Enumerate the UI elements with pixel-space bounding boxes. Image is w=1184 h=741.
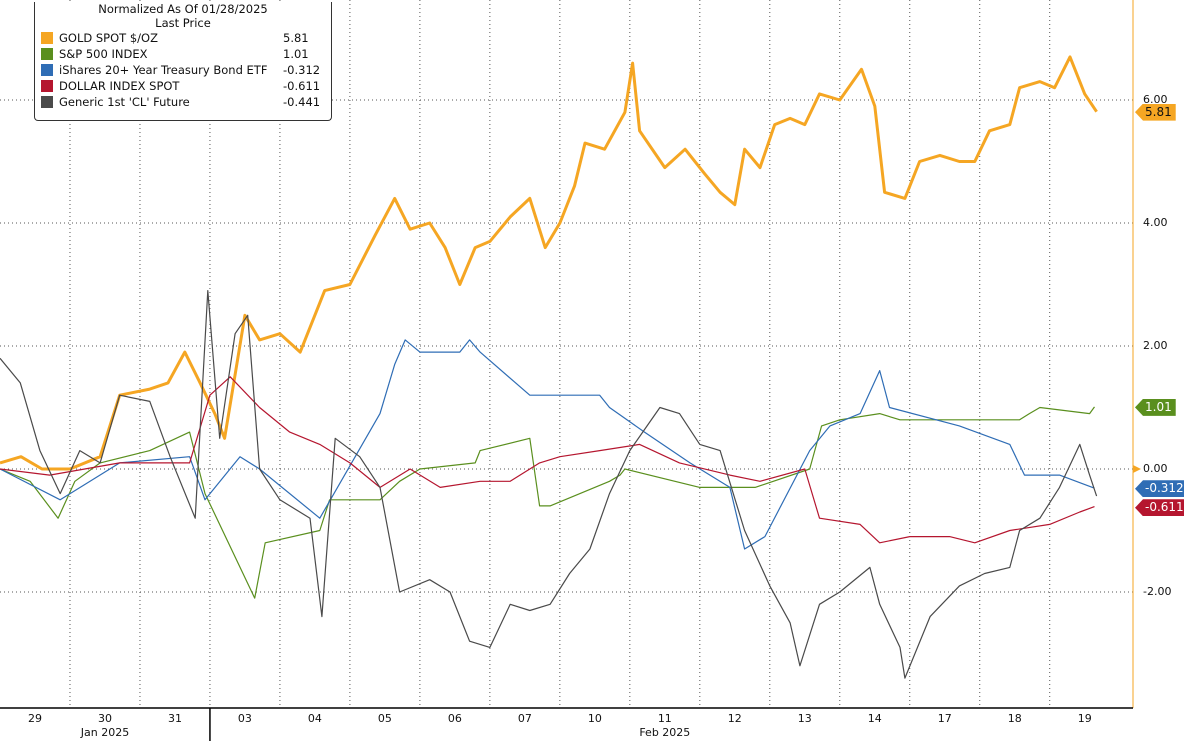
legend-label: Generic 1st 'CL' Future <box>59 95 190 109</box>
x-tick-label: 18 <box>1007 712 1022 725</box>
x-tick-label: 04 <box>307 712 322 725</box>
x-tick-label: 10 <box>587 712 602 725</box>
legend-subtitle: Last Price <box>155 16 211 30</box>
legend-item: DOLLAR INDEX SPOT -0.611 <box>35 78 331 94</box>
legend-item: GOLD SPOT $/OZ 5.81 <box>35 30 331 46</box>
legend-swatch <box>41 80 53 92</box>
x-tick-label: 03 <box>237 712 252 725</box>
zero-arrow-icon <box>1133 465 1141 473</box>
x-tick-label: 19 <box>1077 712 1092 725</box>
legend-value: -0.611 <box>283 79 321 93</box>
legend-value: -0.441 <box>283 95 321 109</box>
x-tick-label: 14 <box>867 712 882 725</box>
x-tick-label: 11 <box>657 712 672 725</box>
legend-item: S&P 500 INDEX 1.01 <box>35 46 331 62</box>
legend-label: DOLLAR INDEX SPOT <box>59 79 180 93</box>
x-tick-label: 29 <box>27 712 42 725</box>
series-line-2 <box>0 339 1095 550</box>
month-label: Jan 2025 <box>80 726 130 739</box>
legend-label: iShares 20+ Year Treasury Bond ETF <box>59 63 268 77</box>
x-tick-label: 17 <box>937 712 952 725</box>
legend-item: iShares 20+ Year Treasury Bond ETF -0.312 <box>35 62 331 78</box>
legend-swatch <box>41 48 53 60</box>
series-lines <box>0 55 1098 679</box>
legend-value: 1.01 <box>283 47 309 61</box>
legend-value: 5.81 <box>283 31 309 45</box>
last-value-tag: -0.611 <box>1135 499 1184 517</box>
legend: Normalized As Of 01/28/2025 Last Price G… <box>34 2 332 121</box>
series-line-0 <box>0 55 1098 471</box>
legend-title: Normalized As Of 01/28/2025 <box>98 2 268 16</box>
y-tick-label: 4.00 <box>1143 216 1168 229</box>
legend-swatch <box>41 64 53 76</box>
last-value-tag: 1.01 <box>1135 398 1176 416</box>
y-tick-label: 6.00 <box>1143 93 1168 106</box>
legend-label: S&P 500 INDEX <box>59 47 148 61</box>
x-tick-label: 07 <box>517 712 532 725</box>
last-value-tag: -0.312 <box>1135 480 1184 498</box>
legend-item: Generic 1st 'CL' Future -0.441 <box>35 94 331 110</box>
last-value-tag: 5.81 <box>1135 103 1176 121</box>
x-tick-label: 30 <box>97 712 112 725</box>
axes <box>0 0 1141 741</box>
legend-swatch <box>41 32 53 44</box>
x-tick-label: 13 <box>797 712 812 725</box>
legend-label: GOLD SPOT $/OZ <box>59 31 158 45</box>
series-line-1 <box>0 406 1095 599</box>
zero-label: 0.00 <box>1143 462 1168 475</box>
x-tick-label: 05 <box>377 712 392 725</box>
month-label: Feb 2025 <box>639 726 691 739</box>
y-tick-label: -2.00 <box>1143 585 1172 598</box>
series-line-4 <box>0 290 1098 679</box>
x-tick-label: 06 <box>447 712 462 725</box>
x-tick-label: 12 <box>727 712 742 725</box>
y-tick-label: 2.00 <box>1143 339 1168 352</box>
x-tick-label: 31 <box>167 712 182 725</box>
legend-swatch <box>41 96 53 108</box>
series-line-3 <box>0 376 1095 544</box>
legend-value: -0.312 <box>283 63 321 77</box>
